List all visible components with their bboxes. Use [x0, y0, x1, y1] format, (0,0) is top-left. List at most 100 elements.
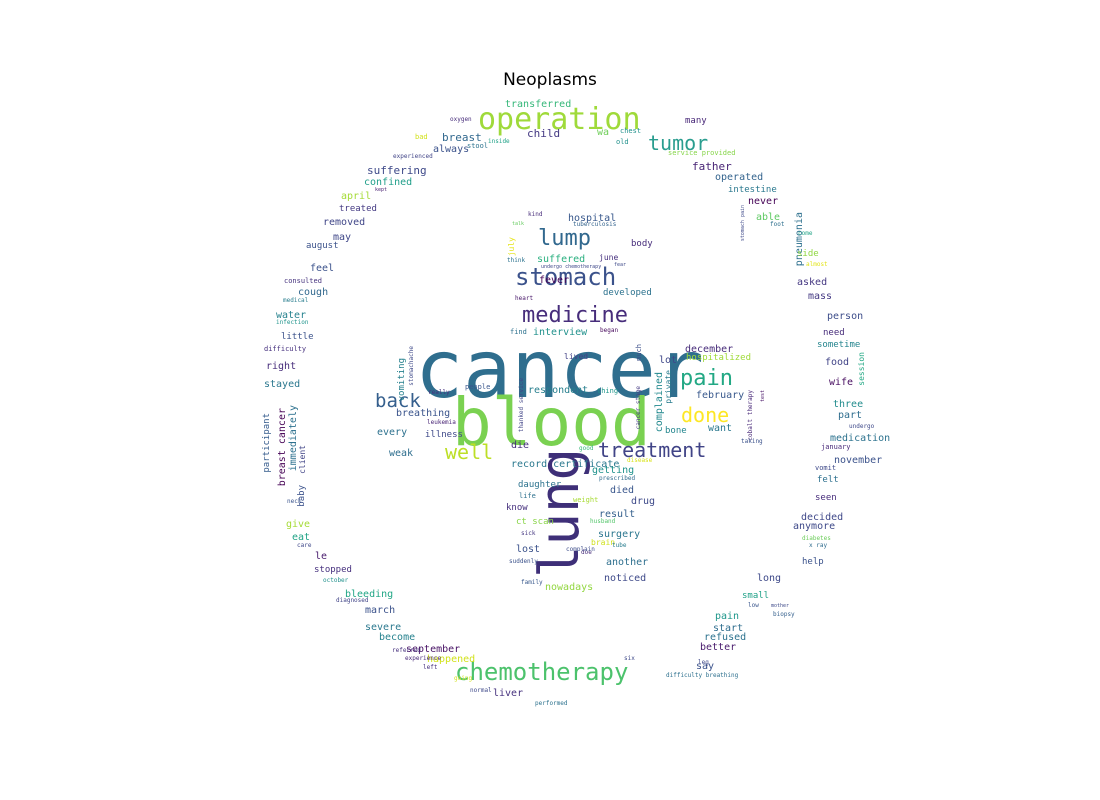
- cloud-word: think: [507, 257, 526, 264]
- cloud-word: part: [838, 410, 863, 421]
- cloud-word: lump: [538, 226, 591, 251]
- cloud-word: infection: [276, 319, 309, 326]
- cloud-word: nowadays: [545, 582, 594, 593]
- cloud-word: father: [692, 160, 732, 173]
- cloud-word: result: [599, 509, 636, 520]
- cloud-word: treated: [339, 204, 377, 214]
- cloud-word: tube: [612, 542, 627, 549]
- cloud-word: really: [428, 389, 450, 396]
- cloud-word: vomit: [815, 464, 837, 472]
- chart-title: Neoplasms: [503, 70, 597, 90]
- cloud-word: ct scan: [516, 517, 554, 527]
- cloud-word: life: [519, 492, 536, 500]
- cloud-word: undergo chemotherapy: [541, 264, 602, 270]
- cloud-word: tuberculosis: [573, 221, 617, 228]
- cloud-word: mother: [771, 603, 790, 609]
- cloud-word: sometime: [817, 340, 861, 350]
- cloud-word: le: [315, 551, 328, 562]
- cloud-word: daughter: [518, 480, 562, 490]
- cloud-word: give: [286, 519, 311, 530]
- cloud-word: operated: [715, 172, 764, 183]
- cloud-word: brain: [591, 538, 616, 547]
- cloud-word: decided: [801, 512, 844, 523]
- cloud-word: oxygen: [450, 116, 472, 123]
- cloud-word: complain: [566, 546, 595, 553]
- cloud-word: come: [798, 230, 813, 237]
- cloud-word: vomiting: [397, 358, 407, 402]
- cloud-word: liver: [493, 688, 524, 699]
- cloud-word: food: [825, 357, 850, 368]
- cloud-word: operation: [478, 102, 641, 137]
- cloud-word: respondent: [528, 385, 589, 396]
- cloud-word: difficulty: [264, 345, 307, 353]
- cloud-word: husband: [590, 518, 616, 525]
- cloud-word: undergo: [849, 423, 875, 430]
- cloud-word: back: [375, 390, 421, 412]
- cloud-word: doe: [581, 549, 592, 556]
- cloud-word: little: [281, 332, 314, 342]
- cloud-word: water: [276, 310, 307, 321]
- cloud-word: surgery: [598, 529, 641, 540]
- cloud-word: record certificate: [511, 459, 620, 470]
- cloud-word: stomach pain: [740, 205, 746, 242]
- cloud-word: know: [506, 503, 528, 513]
- cloud-word: heart: [515, 295, 534, 302]
- cloud-word: chemotherapy: [455, 658, 629, 686]
- cloud-word: died: [610, 485, 635, 496]
- cloud-word: kind: [528, 211, 543, 218]
- cloud-word: asked: [797, 277, 828, 288]
- cloud-word: thing: [597, 387, 619, 395]
- cloud-word: pain: [680, 366, 733, 391]
- cloud-word: better: [700, 642, 737, 653]
- cloud-word: medicine: [522, 303, 628, 328]
- cloud-word: able: [756, 212, 781, 223]
- cloud-word: care: [297, 542, 312, 549]
- cloud-word: test: [760, 390, 766, 403]
- cloud-word: september: [406, 644, 461, 655]
- cloud-word: service provided: [668, 149, 736, 157]
- cloud-word: mass: [808, 291, 833, 302]
- cloud-word: private: [664, 370, 673, 404]
- cloud-word: done: [681, 403, 730, 427]
- cloud-word: three: [833, 399, 864, 410]
- cloud-word: participant: [262, 413, 272, 473]
- cloud-word: drug: [631, 496, 656, 507]
- cloud-word: prescribed: [599, 475, 636, 482]
- cloud-word: cough: [298, 287, 329, 298]
- cloud-word: wife: [829, 377, 854, 388]
- cloud-word: another: [606, 557, 649, 568]
- cloud-word: every: [377, 427, 408, 438]
- cloud-word: right: [266, 361, 297, 372]
- cloud-word: well: [445, 440, 494, 464]
- cloud-word: began: [600, 327, 619, 334]
- cloud-word: stopped: [314, 565, 352, 575]
- cloud-word: much: [635, 344, 643, 361]
- cloud-word: suddenly: [509, 558, 538, 565]
- cloud-word: breast cancer: [277, 408, 288, 487]
- cloud-word: interview: [533, 327, 588, 338]
- cloud-word: talk: [512, 221, 525, 227]
- cloud-word: breathing: [396, 408, 451, 419]
- cloud-word: bad: [415, 133, 428, 141]
- cloud-word: low: [748, 602, 759, 609]
- cloud-word: long: [757, 573, 782, 584]
- cloud-word: leg: [698, 659, 709, 666]
- cloud-word: foot: [770, 221, 785, 228]
- cloud-word: old: [616, 138, 629, 146]
- cloud-word: blood: [452, 384, 651, 461]
- cloud-word: small: [742, 591, 770, 601]
- cloud-word: say: [696, 661, 715, 672]
- cloud-word: find: [510, 328, 527, 336]
- cloud-word: referred: [392, 647, 421, 654]
- cloud-word: treatment: [598, 438, 707, 462]
- cloud-word: disease: [627, 457, 653, 464]
- cloud-word: suffering: [367, 164, 427, 177]
- cloud-word: lot: [659, 355, 678, 366]
- cloud-word: feel: [310, 263, 335, 274]
- cloud-word: tumor: [648, 131, 709, 155]
- cloud-word: anymore: [793, 521, 836, 532]
- cloud-word: severe: [365, 622, 402, 633]
- cloud-word: almost: [806, 261, 828, 268]
- cloud-word: inside: [488, 138, 510, 145]
- cloud-word: felt: [817, 475, 839, 485]
